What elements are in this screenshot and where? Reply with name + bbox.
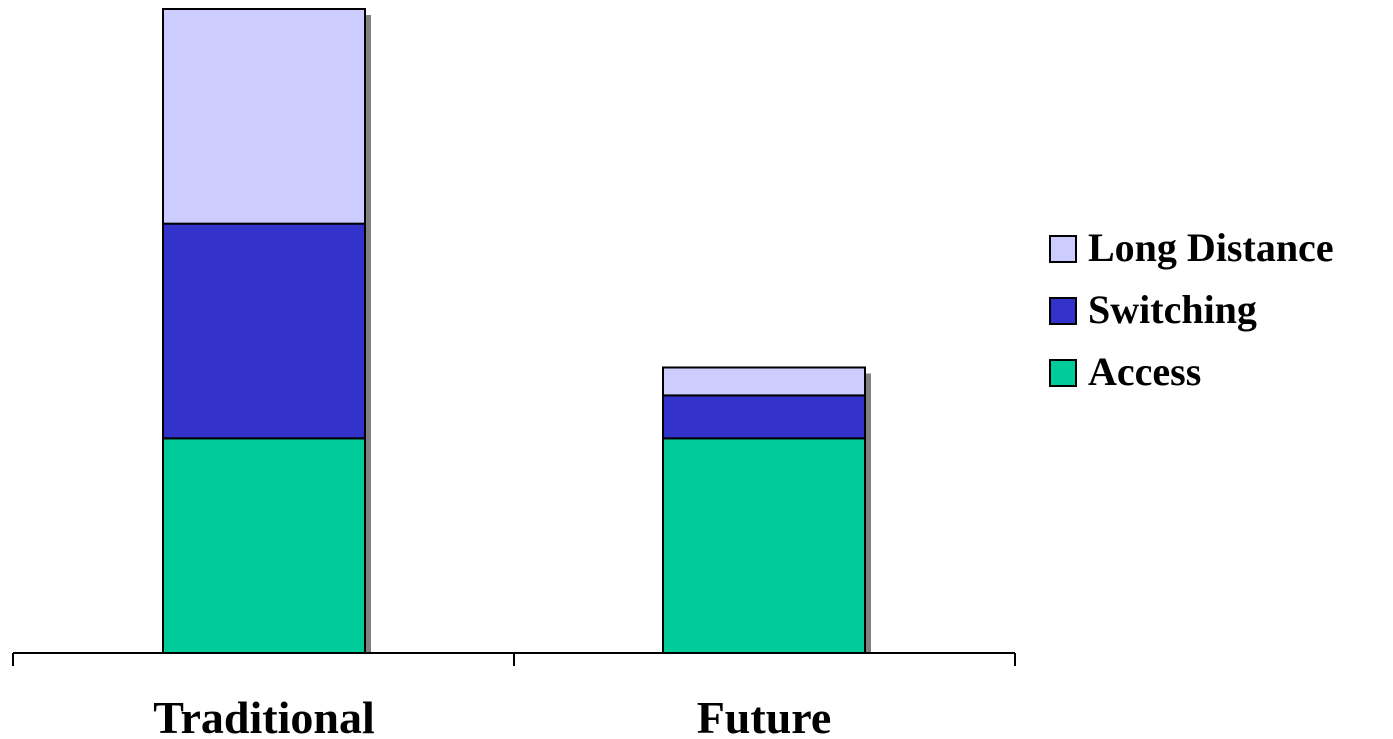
legend-swatch-switching (1049, 297, 1077, 325)
bar-segment-traditional-switching (162, 222, 366, 440)
category-label-traditional: Traditional (153, 692, 375, 739)
x-axis: Traditional Future (12, 652, 1016, 739)
legend: Long Distance Switching Access (1049, 225, 1334, 394)
bars-group (162, 8, 871, 655)
legend-swatch-long-distance (1049, 235, 1077, 263)
legend-label-access: Access (1088, 349, 1201, 394)
bar-segment-future-long-distance (662, 366, 866, 397)
bar-segment-future-access (662, 437, 866, 655)
category-label-future: Future (697, 692, 832, 739)
bar-segment-traditional-long-distance (162, 8, 366, 225)
legend-swatch-access (1049, 359, 1077, 387)
legend-label-long-distance: Long Distance (1088, 225, 1334, 270)
legend-label-switching: Switching (1088, 287, 1257, 332)
bar-segment-future-switching (662, 394, 866, 440)
bar-segment-traditional-access (162, 437, 366, 655)
